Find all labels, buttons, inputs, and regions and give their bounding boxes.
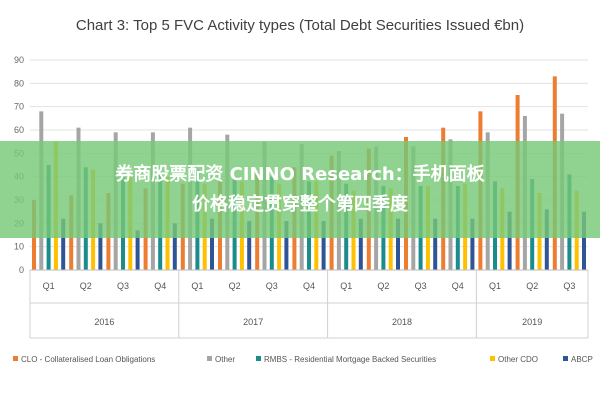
x-group-label: 2016 — [94, 317, 114, 327]
legend-swatch — [207, 356, 212, 361]
bar — [98, 223, 103, 270]
legend-item: RMBS - Residential Mortgage Backed Secur… — [256, 355, 436, 364]
legend-swatch — [490, 356, 495, 361]
legend-item: CLO - Collateralised Loan Obligations — [13, 355, 155, 364]
bar — [247, 221, 252, 270]
y-tick-label: 80 — [14, 78, 24, 88]
legend-label: Other CDO — [498, 355, 538, 364]
legend-item: Other CDO — [490, 355, 538, 364]
bar — [321, 221, 326, 270]
legend-swatch — [256, 356, 261, 361]
bar — [135, 230, 140, 270]
x-tick-label: Q2 — [377, 281, 389, 291]
bar — [284, 221, 289, 270]
bar — [582, 211, 586, 270]
x-group-label: 2018 — [392, 317, 412, 327]
legend-swatch — [563, 356, 568, 361]
bar — [544, 209, 549, 270]
banner-line-1: 券商股票配资 CINNO Research：手机面板 — [115, 163, 485, 185]
overlay-banner: 券商股票配资 CINNO Research：手机面板 价格稳定贯穿整个第四季度 — [0, 141, 600, 238]
legend-label: CLO - Collateralised Loan Obligations — [21, 355, 155, 364]
y-tick-label: 0 — [19, 265, 24, 275]
x-tick-label: Q1 — [489, 281, 501, 291]
bar — [61, 218, 66, 270]
bar — [433, 218, 438, 270]
x-tick-label: Q4 — [154, 281, 166, 291]
y-tick-label: 90 — [14, 55, 24, 65]
legend-label: RMBS - Residential Mortgage Backed Secur… — [264, 355, 436, 364]
legend-label: ABCP — [571, 355, 593, 364]
legend-swatch — [13, 356, 18, 361]
legend: CLO - Collateralised Loan Obligations Oth… — [13, 355, 593, 364]
bar — [470, 218, 475, 270]
x-tick-label: Q3 — [266, 281, 278, 291]
bar — [396, 218, 400, 270]
x-tick-label: Q2 — [229, 281, 241, 291]
x-tick-label: Q4 — [452, 281, 464, 291]
banner-line-2: 价格稳定贯穿整个第四季度 — [192, 193, 408, 215]
x-tick-label: Q1 — [43, 281, 55, 291]
bar — [358, 218, 363, 270]
y-tick-label: 10 — [14, 242, 24, 252]
x-tick-label: Q2 — [526, 281, 538, 291]
x-axis: Q1 Q2 Q3 Q4 Q1 Q2 Q3 Q4 Q1 Q2 Q3 Q4 Q1 Q2 Q3 2016 2017 20… — [29, 269, 589, 339]
y-tick-label: 60 — [14, 125, 24, 135]
x-group-label: 2017 — [243, 317, 263, 327]
x-group-label: 2019 — [522, 317, 542, 327]
legend-item: Other — [207, 355, 235, 364]
y-tick-label: 70 — [14, 102, 24, 112]
x-tick-label: Q3 — [415, 281, 427, 291]
x-tick-label: Q3 — [117, 281, 129, 291]
legend-item: ABCP — [563, 355, 593, 364]
bar — [172, 223, 177, 270]
bar — [507, 211, 512, 270]
x-tick-label: Q2 — [80, 281, 92, 291]
legend-label: Other — [215, 355, 235, 364]
x-tick-label: Q3 — [563, 281, 575, 291]
x-tick-label: Q1 — [191, 281, 203, 291]
bar — [210, 218, 214, 270]
x-tick-label: Q1 — [340, 281, 352, 291]
x-tick-label: Q4 — [303, 281, 315, 291]
chart-title: Chart 3: Top 5 FVC Activity types (Total… — [76, 17, 524, 34]
